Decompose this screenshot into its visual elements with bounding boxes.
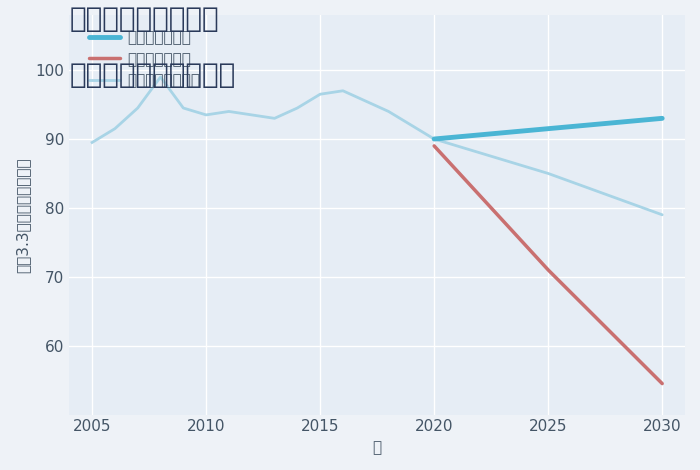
バッドシナリオ xyxy=(430,143,438,149)
ノーマルシナリオ xyxy=(658,212,666,218)
Line: ノーマルシナリオ: ノーマルシナリオ xyxy=(434,139,662,215)
バッドシナリオ xyxy=(544,267,552,273)
ノーマルシナリオ xyxy=(544,171,552,176)
Y-axis label: 坪（3.3㎡）単価（万円）: 坪（3.3㎡）単価（万円） xyxy=(15,157,30,273)
グッドシナリオ xyxy=(430,136,438,142)
Line: グッドシナリオ: グッドシナリオ xyxy=(434,118,662,139)
Line: バッドシナリオ: バッドシナリオ xyxy=(434,146,662,384)
Text: 中古戸建ての価格推移: 中古戸建ての価格推移 xyxy=(69,61,235,89)
Legend: グッドシナリオ, バッドシナリオ, ノーマルシナリオ: グッドシナリオ, バッドシナリオ, ノーマルシナリオ xyxy=(89,31,200,88)
ノーマルシナリオ xyxy=(430,136,438,142)
X-axis label: 年: 年 xyxy=(372,440,382,455)
グッドシナリオ xyxy=(658,116,666,121)
グッドシナリオ xyxy=(544,126,552,132)
バッドシナリオ xyxy=(658,381,666,386)
Text: 兵庫県姫路市六角の: 兵庫県姫路市六角の xyxy=(69,5,219,33)
